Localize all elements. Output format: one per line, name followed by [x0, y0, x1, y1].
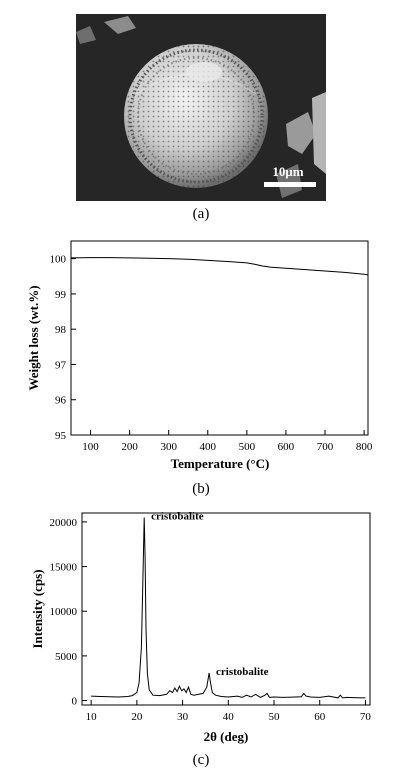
tga-y-tick-label: 95 — [55, 430, 67, 442]
scale-bar-label: 10μm — [272, 164, 303, 179]
xrd-ylabel: Intensity (cps) — [30, 569, 45, 648]
debris-fragment — [286, 112, 316, 154]
tga-x-tick-label: 300 — [160, 441, 177, 453]
sem-micrograph: 10μm — [76, 14, 326, 201]
debris-fragment — [312, 92, 326, 174]
xrd-y-tick-label: 15000 — [50, 562, 78, 574]
xrd-chart: 10 20 30 40 50 60 70 0 5000 10000 15000 20000 cris… — [30, 510, 372, 744]
panel-label-a: (a) — [192, 206, 210, 222]
tga-x-axis: 100 200 300 400 500 600 700 800 — [82, 430, 373, 453]
tga-x-tick-label: 800 — [356, 441, 373, 453]
xrd-y-tick-label: 5000 — [55, 651, 78, 663]
debris-fragment — [76, 26, 96, 44]
tga-y-axis: 95 96 97 98 99 100 — [50, 254, 76, 442]
tga-x-tick-label: 500 — [239, 441, 256, 453]
xrd-annotation: cristobalite — [151, 510, 204, 522]
tga-y-tick-label: 99 — [55, 289, 67, 301]
xrd-x-tick-label: 70 — [360, 711, 372, 723]
panel-label-b: (b) — [192, 481, 210, 497]
tga-x-tick-label: 600 — [278, 441, 295, 453]
xrd-annotation: cristobalite — [216, 666, 269, 678]
tga-y-tick-label: 97 — [55, 359, 67, 371]
tga-y-tick-label: 100 — [50, 254, 67, 266]
xrd-y-tick-label: 0 — [72, 696, 78, 708]
xrd-annotations: cristobalite cristobalite — [151, 510, 269, 677]
tga-ylabel: Weight loss (wt.%) — [26, 285, 41, 390]
tga-series-line — [70, 257, 369, 276]
tga-x-tick-label: 700 — [317, 441, 334, 453]
debris-fragment — [276, 164, 302, 198]
debris-fragment — [104, 16, 136, 34]
tga-xlabel: Temperature (°C) — [171, 456, 270, 471]
tga-x-tick-label: 200 — [121, 441, 138, 453]
xrd-x-axis: 10 20 30 40 50 60 70 — [86, 700, 372, 723]
xrd-x-tick-label: 60 — [314, 711, 326, 723]
tga-x-tick-label: 400 — [200, 441, 217, 453]
xrd-y-axis: 0 5000 10000 15000 20000 — [50, 517, 87, 708]
xrd-x-tick-label: 50 — [269, 711, 281, 723]
tga-y-tick-label: 96 — [55, 395, 67, 407]
xrd-y-tick-label: 10000 — [50, 606, 78, 618]
xrd-x-tick-label: 40 — [223, 711, 235, 723]
tga-x-tick-label: 100 — [82, 441, 99, 453]
tga-plot-frame — [70, 240, 369, 436]
xrd-x-tick-label: 20 — [131, 711, 143, 723]
scale-bar — [264, 182, 316, 187]
xrd-series-line — [91, 517, 366, 699]
tga-chart: 100 200 300 400 500 600 700 800 95 96 97 98 99 100 T… — [26, 240, 373, 471]
xrd-plot-frame — [81, 512, 371, 706]
xrd-x-tick-label: 30 — [177, 711, 189, 723]
panel-label-c: (c) — [192, 752, 210, 768]
xrd-xlabel: 2θ (deg) — [204, 729, 249, 744]
tga-y-tick-label: 98 — [55, 324, 67, 336]
xrd-y-tick-label: 20000 — [50, 517, 78, 529]
pore-pattern — [124, 44, 268, 188]
xrd-x-tick-label: 10 — [86, 711, 98, 723]
broken-region — [186, 62, 222, 82]
